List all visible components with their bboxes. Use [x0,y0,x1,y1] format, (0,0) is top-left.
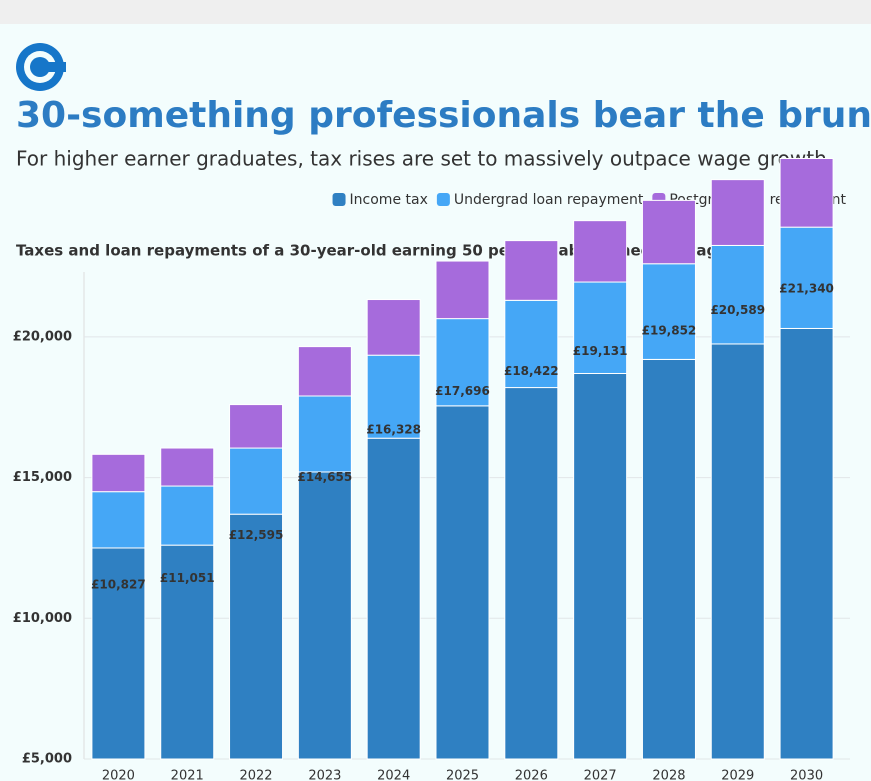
bar-segment [573,220,628,283]
bar-segment [435,405,490,760]
bar-segment [779,226,834,329]
x-tick-label: 2028 [652,769,685,781]
bar-segment [641,358,696,760]
bar-segment [779,158,834,228]
logo [16,43,66,91]
x-tick-label: 2023 [308,769,341,781]
total-label: £10,827 [91,578,146,592]
bar-segment [160,485,215,546]
y-tick-label: £20,000 [13,329,72,344]
total-label: £19,852 [642,324,697,338]
bar-segment [710,179,765,246]
bar-segment [366,299,421,356]
total-label: £19,131 [573,344,628,358]
x-tick-label: 2026 [515,769,548,781]
bar-segment [229,404,284,449]
top-bar [0,0,871,24]
bar-segment [160,447,215,487]
bar-segment [229,447,284,515]
bar-segment [91,491,146,549]
title: 30-something professionals bear the brun… [16,95,871,136]
x-tick-label: 2030 [790,769,823,781]
subtitle: For higher earner graduates, tax rises a… [16,147,827,171]
total-label: £16,328 [366,423,421,437]
bar-segment [366,354,421,439]
bar-segment [160,544,215,760]
chart-title: Taxes and loan repayments of a 30-year-o… [16,242,736,260]
bar-segment [91,547,146,760]
bar-segment [504,299,559,389]
x-tick-label: 2022 [239,769,272,781]
bar-segment [504,387,559,760]
y-tick-label: £5,000 [22,752,72,767]
bar-segment [504,240,559,301]
bar-segment [297,346,352,397]
x-tick-label: 2021 [171,769,204,781]
bar-segment [297,395,352,473]
bar-segment [710,343,765,760]
bar-segment [435,318,490,407]
bar-segment [641,199,696,265]
x-tick-label: 2020 [102,769,135,781]
bar-segment [366,437,421,760]
total-label: £18,422 [504,364,559,378]
x-tick-label: 2029 [721,769,754,781]
bar-segment [297,471,352,760]
x-tick-label: 2025 [446,769,479,781]
bar-segment [229,513,284,760]
total-label: £20,589 [710,303,765,317]
legend-label: Undergrad loan repayment [454,192,644,208]
total-label: £17,696 [435,384,490,398]
x-tick-label: 2024 [377,769,410,781]
total-label: £14,655 [298,470,353,484]
total-label: £11,051 [160,571,215,585]
bar-segment [641,263,696,360]
y-tick-label: £10,000 [13,611,72,626]
bar-segment [710,244,765,345]
x-tick-label: 2027 [584,769,617,781]
bar-segment [573,372,628,760]
legend-swatch [332,193,346,206]
bar-segment [435,260,490,320]
legend-swatch [436,193,450,206]
y-tick-label: £15,000 [13,470,72,485]
total-label: £21,340 [779,282,834,296]
legend-label: Income tax [350,192,428,208]
bar-segment [573,281,628,374]
bar-segment [779,327,834,760]
total-label: £12,595 [229,528,284,542]
bar-segment [91,453,146,493]
